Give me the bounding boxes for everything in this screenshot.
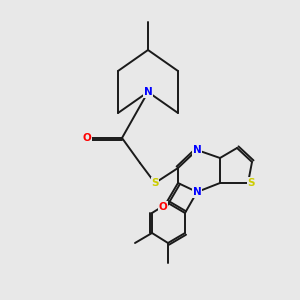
Text: S: S xyxy=(247,178,255,188)
Text: S: S xyxy=(151,178,159,188)
Text: O: O xyxy=(159,202,167,212)
Text: N: N xyxy=(193,145,201,155)
Text: N: N xyxy=(193,187,201,197)
Text: O: O xyxy=(82,133,91,143)
Text: N: N xyxy=(144,87,152,97)
